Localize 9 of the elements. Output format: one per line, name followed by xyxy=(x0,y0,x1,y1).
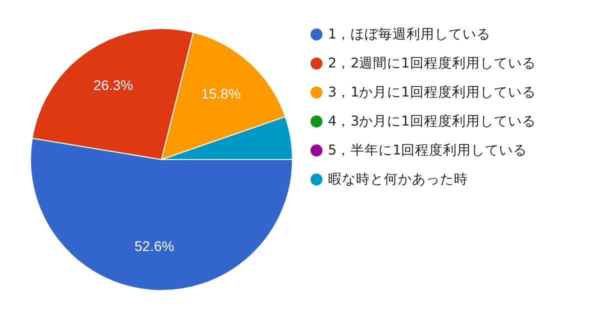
legend-label: 3，1か月に1回程度利用している xyxy=(328,84,536,100)
legend-label: 2，2週間に1回程度利用している xyxy=(328,56,536,72)
legend-label: 5，半年に1回程度利用している xyxy=(328,142,528,158)
legend-label: 暇な時と何かあった時 xyxy=(328,172,468,188)
legend-label: 4，3か月に1回程度利用している xyxy=(328,114,536,130)
legend-label: 1，ほぼ毎週利用している xyxy=(328,26,491,42)
data-label: 15.8% xyxy=(201,86,241,102)
data-label: 52.6% xyxy=(134,238,174,254)
data-label: 26.3% xyxy=(93,76,134,93)
